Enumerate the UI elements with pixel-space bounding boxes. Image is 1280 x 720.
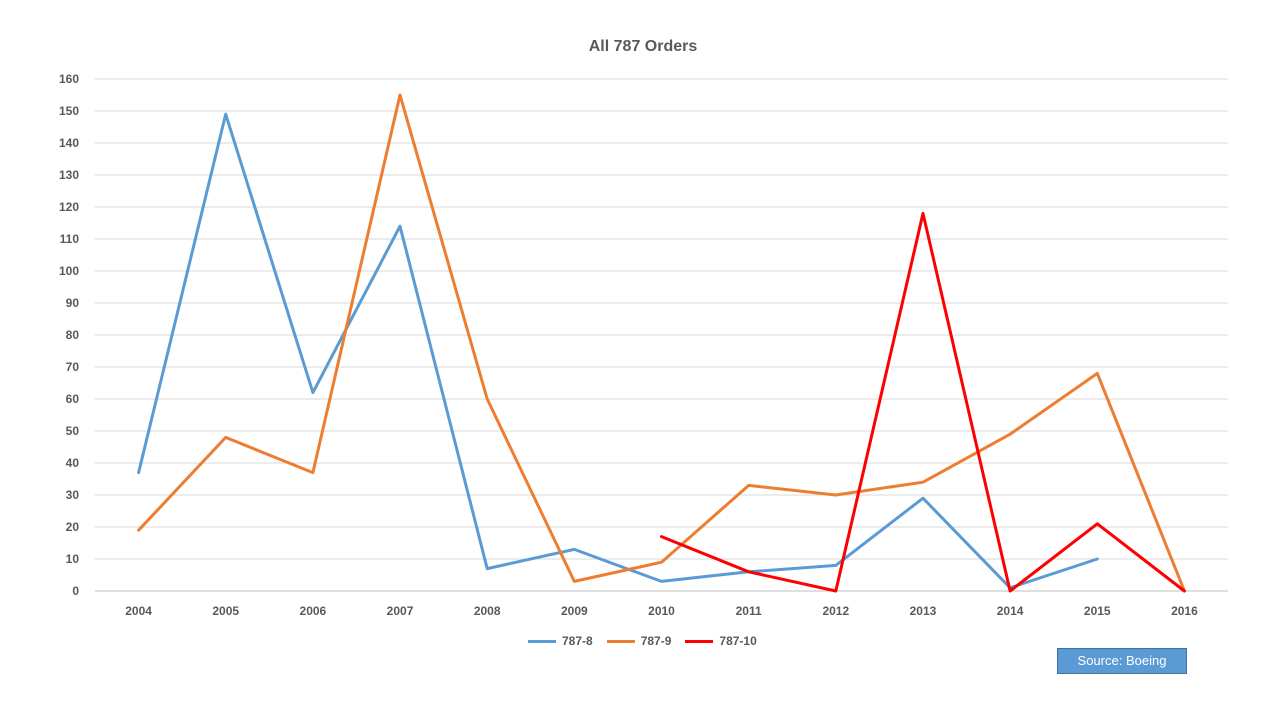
y-tick-label: 20 (66, 520, 80, 534)
x-tick-label: 2012 (822, 604, 849, 618)
source-label: Source: Boeing (1057, 648, 1187, 674)
legend-swatch (606, 639, 635, 643)
x-tick-label: 2008 (474, 604, 501, 618)
y-axis-ticks: 0 10 20 30 40 50 60 70 80 90 100 110 120 130 140 150 160 (59, 72, 79, 598)
y-tick-label: 60 (66, 392, 80, 406)
y-tick-label: 40 (66, 456, 80, 470)
y-tick-label: 90 (66, 296, 80, 310)
y-tick-label: 160 (59, 72, 79, 86)
legend-item: 787-10 (685, 634, 757, 648)
legend-label: 787-10 (719, 634, 757, 648)
x-tick-label: 2004 (125, 604, 152, 618)
x-tick-label: 2007 (387, 604, 414, 618)
series-line-787-10 (660, 211, 1186, 593)
y-tick-label: 140 (59, 136, 79, 150)
x-axis-ticks: 2004 2005 2006 2007 2008 2009 2010 2011 2012 2013… (125, 604, 1198, 618)
y-tick-label: 100 (59, 264, 79, 278)
x-tick-label: 2009 (561, 604, 588, 618)
y-tick-label: 120 (59, 200, 79, 214)
legend-label: 787-9 (640, 634, 672, 648)
x-tick-label: 2013 (910, 604, 937, 618)
y-tick-label: 0 (72, 584, 79, 598)
y-tick-label: 30 (66, 488, 80, 502)
x-tick-label: 2016 (1171, 604, 1198, 618)
x-tick-label: 2015 (1084, 604, 1111, 618)
legend-swatch (528, 639, 556, 643)
legend-item: 787-9 (606, 634, 672, 648)
x-tick-label: 2014 (997, 604, 1024, 618)
legend-label: 787-8 (562, 634, 593, 648)
y-tick-label: 150 (59, 104, 79, 118)
x-tick-label: 2005 (212, 604, 239, 618)
y-tick-label: 80 (66, 328, 80, 342)
legend-item: 787-8 (528, 634, 593, 648)
legend-swatch (685, 639, 714, 643)
legend: 787-8 787-9 787-10 (528, 634, 757, 648)
y-tick-label: 110 (60, 232, 80, 246)
x-tick-label: 2006 (300, 604, 327, 618)
x-tick-label: 2010 (648, 604, 675, 618)
x-tick-label: 2011 (736, 604, 762, 618)
gridlines (95, 78, 1228, 592)
y-tick-label: 70 (66, 360, 80, 374)
y-tick-label: 50 (66, 424, 80, 438)
series-line-787-8 (137, 112, 1099, 590)
series-line-787-9 (137, 93, 1186, 593)
y-tick-label: 130 (59, 168, 79, 182)
chart-title: All 787 Orders (588, 38, 698, 55)
y-tick-label: 10 (66, 552, 80, 566)
series-lines (137, 93, 1186, 593)
